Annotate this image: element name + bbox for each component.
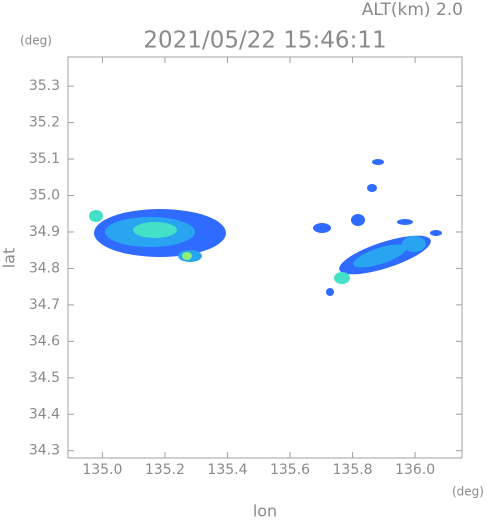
- y-tick-label: 35.2: [29, 115, 60, 131]
- y-tick-label: 34.5: [29, 370, 60, 386]
- y-tick-label: 34.3: [29, 443, 60, 459]
- y-tick-label: 35.3: [29, 78, 60, 94]
- x-unit: (deg): [452, 485, 484, 499]
- x-tick-label: 136.0: [395, 462, 435, 478]
- y-axis-label: lat: [0, 248, 19, 269]
- y-tick-label: 34.4: [29, 406, 60, 422]
- y-tick-label: 34.9: [29, 224, 60, 240]
- y-unit: (deg): [20, 34, 52, 48]
- y-tick-label: 35.0: [29, 188, 60, 204]
- x-tick-label: 135.4: [207, 462, 247, 478]
- subtitle: ALT(km) 2.0: [362, 0, 463, 20]
- y-tick-label: 35.1: [29, 151, 60, 167]
- x-tick-label: 135.8: [333, 462, 373, 478]
- y-tick-label: 34.8: [29, 260, 60, 276]
- y-tick-label: 34.7: [29, 297, 60, 313]
- chart-title: 2021/05/22 15:46:11: [143, 28, 386, 54]
- y-tick-label: 34.6: [29, 333, 60, 349]
- x-axis-label: lon: [253, 502, 277, 521]
- x-tick-label: 135.0: [82, 462, 122, 478]
- x-tick-label: 135.2: [145, 462, 185, 478]
- x-tick-label: 135.6: [270, 462, 310, 478]
- radar-echo: [89, 159, 442, 296]
- plot-frame: [67, 56, 463, 459]
